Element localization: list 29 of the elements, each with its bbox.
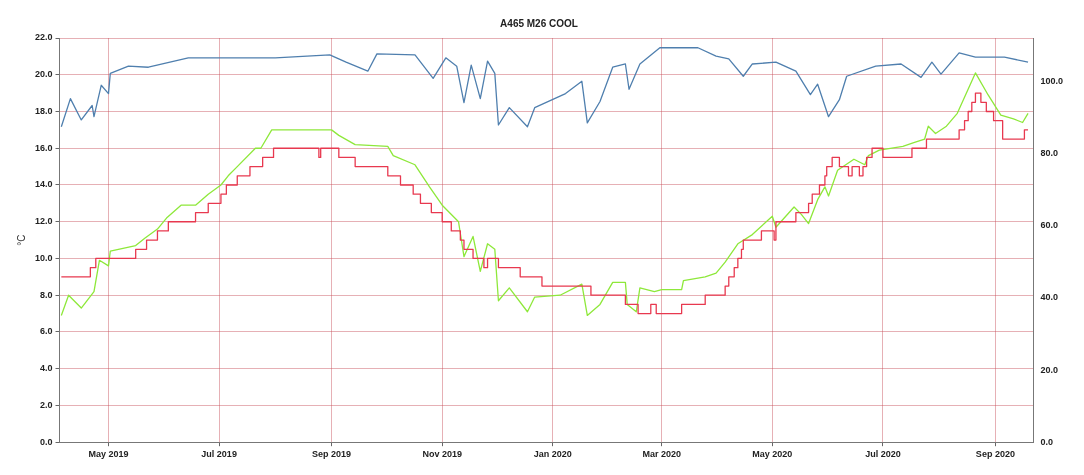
y-tick-label: 18.0 — [34, 105, 53, 116]
y2-tick-label: 20.0 — [1040, 364, 1059, 375]
x-tick-label: May 2020 — [752, 449, 793, 460]
y-tick-label: 2.0 — [40, 399, 53, 410]
y-tick-label: 8.0 — [40, 289, 53, 300]
y-tick-label: 0.0 — [40, 436, 53, 447]
y2-tick-label: 100.0 — [1040, 75, 1064, 86]
y-tick-label: 14.0 — [34, 179, 53, 190]
y2-tick-label: 60.0 — [1040, 220, 1059, 231]
y-tick-label: 20.0 — [34, 69, 53, 80]
x-tick-label: Jan 2020 — [533, 449, 572, 460]
x-tick-label: Sep 2020 — [975, 449, 1015, 460]
x-tick-label: Nov 2019 — [422, 449, 462, 460]
x-tick-label: Jul 2019 — [201, 449, 237, 460]
y-tick-label: 16.0 — [34, 142, 53, 153]
chart-title: A465 M26 COOL — [500, 17, 578, 29]
y-axis-title: °C — [15, 234, 27, 246]
x-tick-label: Sep 2019 — [312, 449, 352, 460]
y2-tick-label: 40.0 — [1040, 292, 1059, 303]
y-tick-label: 6.0 — [40, 326, 53, 337]
y-tick-label: 10.0 — [34, 252, 53, 263]
y-tick-label: 12.0 — [34, 216, 53, 227]
y2-tick-label: 80.0 — [1040, 147, 1059, 158]
y2-tick-label: 0.0 — [1040, 436, 1053, 447]
x-tick-label: May 2019 — [88, 449, 129, 460]
y-tick-label: 22.0 — [34, 32, 53, 43]
x-tick-label: Mar 2020 — [642, 449, 681, 460]
y-tick-label: 4.0 — [40, 363, 53, 374]
x-tick-label: Jul 2020 — [865, 449, 901, 460]
